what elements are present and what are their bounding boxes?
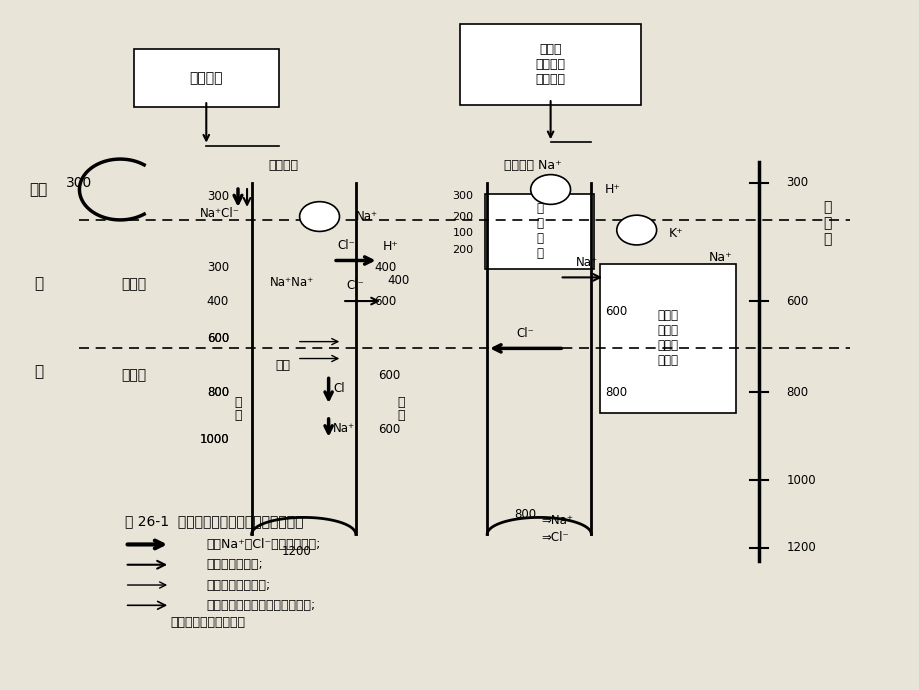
Text: 300: 300: [452, 191, 473, 201]
Text: 表示尿素的再吸收;: 表示尿素的再吸收;: [206, 578, 270, 591]
Text: 外髓质: 外髓质: [121, 277, 146, 291]
Text: 升: 升: [397, 396, 404, 409]
Text: 图 26-1  肾小管各段功能及利尿药作用部位: 图 26-1 肾小管各段功能及利尿药作用部位: [125, 514, 303, 528]
Text: 1000: 1000: [199, 433, 229, 446]
Text: 800: 800: [786, 386, 808, 399]
Text: 800: 800: [514, 508, 536, 520]
Text: 乙酰唑胺: 乙酰唑胺: [189, 71, 222, 85]
FancyBboxPatch shape: [485, 194, 594, 268]
Text: 400: 400: [207, 295, 229, 308]
Text: ⇒Cl⁻: ⇒Cl⁻: [541, 531, 569, 544]
Text: 1200: 1200: [282, 544, 312, 558]
Text: 400: 400: [387, 274, 409, 287]
Text: 600: 600: [786, 295, 808, 308]
FancyBboxPatch shape: [460, 24, 641, 105]
Text: Na⁺Na⁺: Na⁺Na⁺: [270, 275, 314, 288]
Text: Na⁺: Na⁺: [709, 250, 732, 264]
Text: 髓: 髓: [34, 277, 43, 292]
Text: 噻
嗪
类
等: 噻 嗪 类 等: [536, 202, 542, 260]
Text: 300: 300: [786, 176, 808, 189]
Text: 皮质: 皮质: [29, 182, 48, 197]
Text: 支: 支: [234, 409, 242, 422]
Text: 远曲小管 Na⁺: 远曲小管 Na⁺: [503, 159, 561, 172]
Text: 600: 600: [207, 332, 229, 345]
Text: H⁺: H⁺: [382, 240, 399, 253]
Text: 600: 600: [207, 332, 229, 345]
Text: 200: 200: [452, 212, 473, 221]
Text: 300: 300: [207, 190, 229, 203]
Text: Na⁺: Na⁺: [575, 255, 597, 268]
Text: Cl: Cl: [333, 382, 345, 395]
Text: Na⁺Cl⁻: Na⁺Cl⁻: [199, 207, 240, 219]
Text: 1000: 1000: [199, 433, 229, 446]
Text: 质: 质: [34, 364, 43, 380]
Text: 600: 600: [605, 305, 627, 317]
Text: 内髓质: 内髓质: [121, 368, 146, 382]
FancyBboxPatch shape: [133, 49, 278, 107]
Text: 支: 支: [397, 409, 404, 422]
Text: 300: 300: [207, 261, 229, 274]
Text: Cl⁻: Cl⁻: [516, 326, 534, 339]
Text: 400: 400: [373, 261, 396, 274]
Text: Na⁺: Na⁺: [356, 210, 378, 223]
Text: 数字表示渗透摩尔浓度: 数字表示渗透摩尔浓度: [170, 615, 244, 629]
Text: 100: 100: [452, 228, 473, 239]
Text: Cl⁻: Cl⁻: [346, 279, 364, 293]
Text: Na⁺: Na⁺: [333, 422, 355, 435]
Text: 300: 300: [66, 176, 93, 190]
Text: 600: 600: [373, 295, 396, 308]
Text: 600: 600: [378, 423, 401, 436]
Text: 表示抗利尿激素影响下水的扩散;: 表示抗利尿激素影响下水的扩散;: [206, 599, 315, 612]
Text: 表示Na⁺或Cl⁻的主动再吸收;: 表示Na⁺或Cl⁻的主动再吸收;: [206, 538, 321, 551]
Text: 1000: 1000: [786, 474, 815, 486]
Text: H⁺: H⁺: [605, 183, 620, 196]
Circle shape: [300, 201, 339, 231]
FancyBboxPatch shape: [600, 264, 735, 413]
Text: 表示被动再吸收;: 表示被动再吸收;: [206, 558, 263, 571]
Text: 降: 降: [234, 396, 242, 409]
Text: 800: 800: [207, 386, 229, 399]
Text: 螺内酯
氨苯蝶啶
氨氯吡胺: 螺内酯 氨苯蝶啶 氨氯吡胺: [535, 43, 565, 86]
Circle shape: [530, 175, 570, 204]
Text: K⁺: K⁺: [668, 227, 683, 240]
Text: 600: 600: [378, 369, 401, 382]
Text: 尿素: 尿素: [276, 359, 290, 372]
Circle shape: [616, 215, 656, 245]
Text: 1200: 1200: [786, 542, 815, 554]
Text: 800: 800: [207, 386, 229, 399]
Text: 200: 200: [452, 246, 473, 255]
Text: 利尿酸
呋喃苯
胺酸丁
苯氧酸: 利尿酸 呋喃苯 胺酸丁 苯氧酸: [657, 309, 678, 367]
Text: Cl⁻: Cl⁻: [337, 239, 356, 252]
Text: 800: 800: [605, 386, 627, 399]
Text: ⇒Na⁺: ⇒Na⁺: [541, 514, 573, 527]
Text: 集
合
管: 集 合 管: [822, 200, 830, 246]
Text: 近曲小管: 近曲小管: [268, 159, 298, 172]
